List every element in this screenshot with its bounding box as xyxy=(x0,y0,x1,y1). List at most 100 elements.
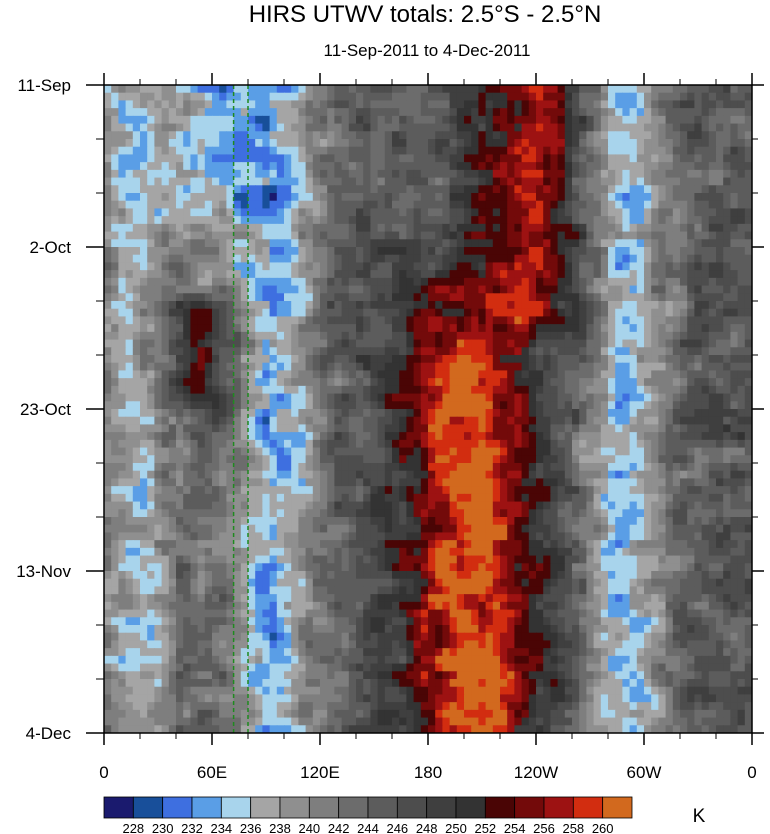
heatmap-cell xyxy=(406,370,415,379)
heatmap-cell xyxy=(291,316,299,325)
heatmap-cell xyxy=(629,193,638,202)
heatmap-cell xyxy=(492,185,501,194)
heatmap-cell xyxy=(334,439,343,449)
heatmap-cell xyxy=(392,200,400,210)
heatmap-cell xyxy=(190,308,199,318)
heatmap-cell xyxy=(370,162,379,171)
heatmap-cell xyxy=(356,316,364,325)
heatmap-cell xyxy=(708,231,717,240)
heatmap-cell xyxy=(240,339,249,348)
heatmap-cell xyxy=(500,439,508,449)
heatmap-cell xyxy=(543,401,551,410)
heatmap-cell xyxy=(291,208,299,217)
heatmap-cell xyxy=(586,131,595,140)
heatmap-cell xyxy=(701,331,710,341)
heatmap-cell xyxy=(536,231,544,240)
heatmap-cell xyxy=(464,355,472,364)
heatmap-cell xyxy=(600,347,609,356)
heatmap-cell xyxy=(111,154,119,163)
heatmap-cell xyxy=(615,185,623,194)
heatmap-cell xyxy=(240,208,249,217)
heatmap-cell xyxy=(147,424,155,433)
heatmap-cell xyxy=(413,370,422,379)
heatmap-cell xyxy=(240,100,249,109)
heatmap-cell xyxy=(125,493,134,503)
heatmap-cell xyxy=(478,493,487,503)
heatmap-cell xyxy=(701,316,710,325)
heatmap-cell xyxy=(183,486,191,495)
heatmap-cell xyxy=(104,146,112,156)
heatmap-cell xyxy=(744,424,752,433)
heatmap-cell xyxy=(104,85,112,94)
heatmap-cell xyxy=(348,378,357,387)
heatmap-cell xyxy=(579,108,587,117)
heatmap-cell xyxy=(636,108,645,117)
heatmap-cell xyxy=(392,331,400,341)
heatmap-cell xyxy=(161,455,170,464)
heatmap-cell xyxy=(708,470,717,480)
heatmap-cell xyxy=(327,254,335,264)
heatmap-cell xyxy=(651,154,659,163)
heatmap-cell xyxy=(204,208,213,217)
heatmap-cell xyxy=(543,193,551,202)
heatmap-cell xyxy=(608,416,616,426)
heatmap-cell xyxy=(370,493,379,503)
heatmap-cell xyxy=(312,293,321,302)
heatmap-cell xyxy=(384,401,393,410)
heatmap-cell xyxy=(694,478,703,487)
heatmap-cell xyxy=(579,470,587,480)
heatmap-cell xyxy=(132,247,141,256)
heatmap-cell xyxy=(104,385,112,395)
heatmap-cell xyxy=(456,362,465,372)
heatmap-cell xyxy=(543,324,551,333)
heatmap-cell xyxy=(147,169,155,179)
heatmap-cell xyxy=(327,154,335,163)
heatmap-cell xyxy=(586,409,595,418)
heatmap-cell xyxy=(226,339,235,348)
heatmap-cell xyxy=(284,339,292,348)
heatmap-cell xyxy=(348,432,357,441)
heatmap-cell xyxy=(147,193,155,202)
heatmap-cell xyxy=(212,239,220,248)
heatmap-cell xyxy=(464,378,472,387)
heatmap-cell xyxy=(600,270,609,279)
heatmap-cell xyxy=(708,108,717,117)
heatmap-cell xyxy=(708,501,717,510)
heatmap-cell xyxy=(680,216,688,225)
heatmap-cell xyxy=(183,370,191,379)
heatmap-cell xyxy=(111,254,119,264)
heatmap-cell xyxy=(377,262,386,271)
heatmap-cell xyxy=(420,493,429,503)
heatmap-cell xyxy=(600,169,609,179)
heatmap-cell xyxy=(579,308,587,318)
heatmap-cell xyxy=(485,162,494,171)
heatmap-cell xyxy=(392,85,400,94)
heatmap-cell xyxy=(111,239,119,248)
heatmap-cell xyxy=(687,409,695,418)
heatmap-cell xyxy=(370,455,379,464)
heatmap-cell xyxy=(608,216,616,225)
heatmap-cell xyxy=(168,362,177,372)
heatmap-cell xyxy=(233,277,242,287)
heatmap-cell xyxy=(240,439,249,449)
heatmap-cell xyxy=(442,424,451,433)
heatmap-cell xyxy=(255,308,263,318)
heatmap-cell xyxy=(564,416,573,426)
heatmap-cell xyxy=(622,447,631,456)
heatmap-cell xyxy=(406,463,415,472)
heatmap-cell xyxy=(500,493,508,503)
heatmap-cell xyxy=(204,362,213,372)
heatmap-cell xyxy=(356,200,364,210)
heatmap-cell xyxy=(255,401,263,410)
heatmap-cell xyxy=(543,447,551,456)
heatmap-cell xyxy=(672,355,681,364)
heatmap-cell xyxy=(356,216,364,225)
heatmap-cell xyxy=(363,409,371,418)
heatmap-cell xyxy=(269,262,278,271)
heatmap-cell xyxy=(276,301,285,310)
heatmap-cell xyxy=(464,262,472,271)
heatmap-cell xyxy=(320,493,328,503)
heatmap-cell xyxy=(744,301,752,310)
heatmap-cell xyxy=(636,100,645,109)
heatmap-cell xyxy=(528,455,537,464)
